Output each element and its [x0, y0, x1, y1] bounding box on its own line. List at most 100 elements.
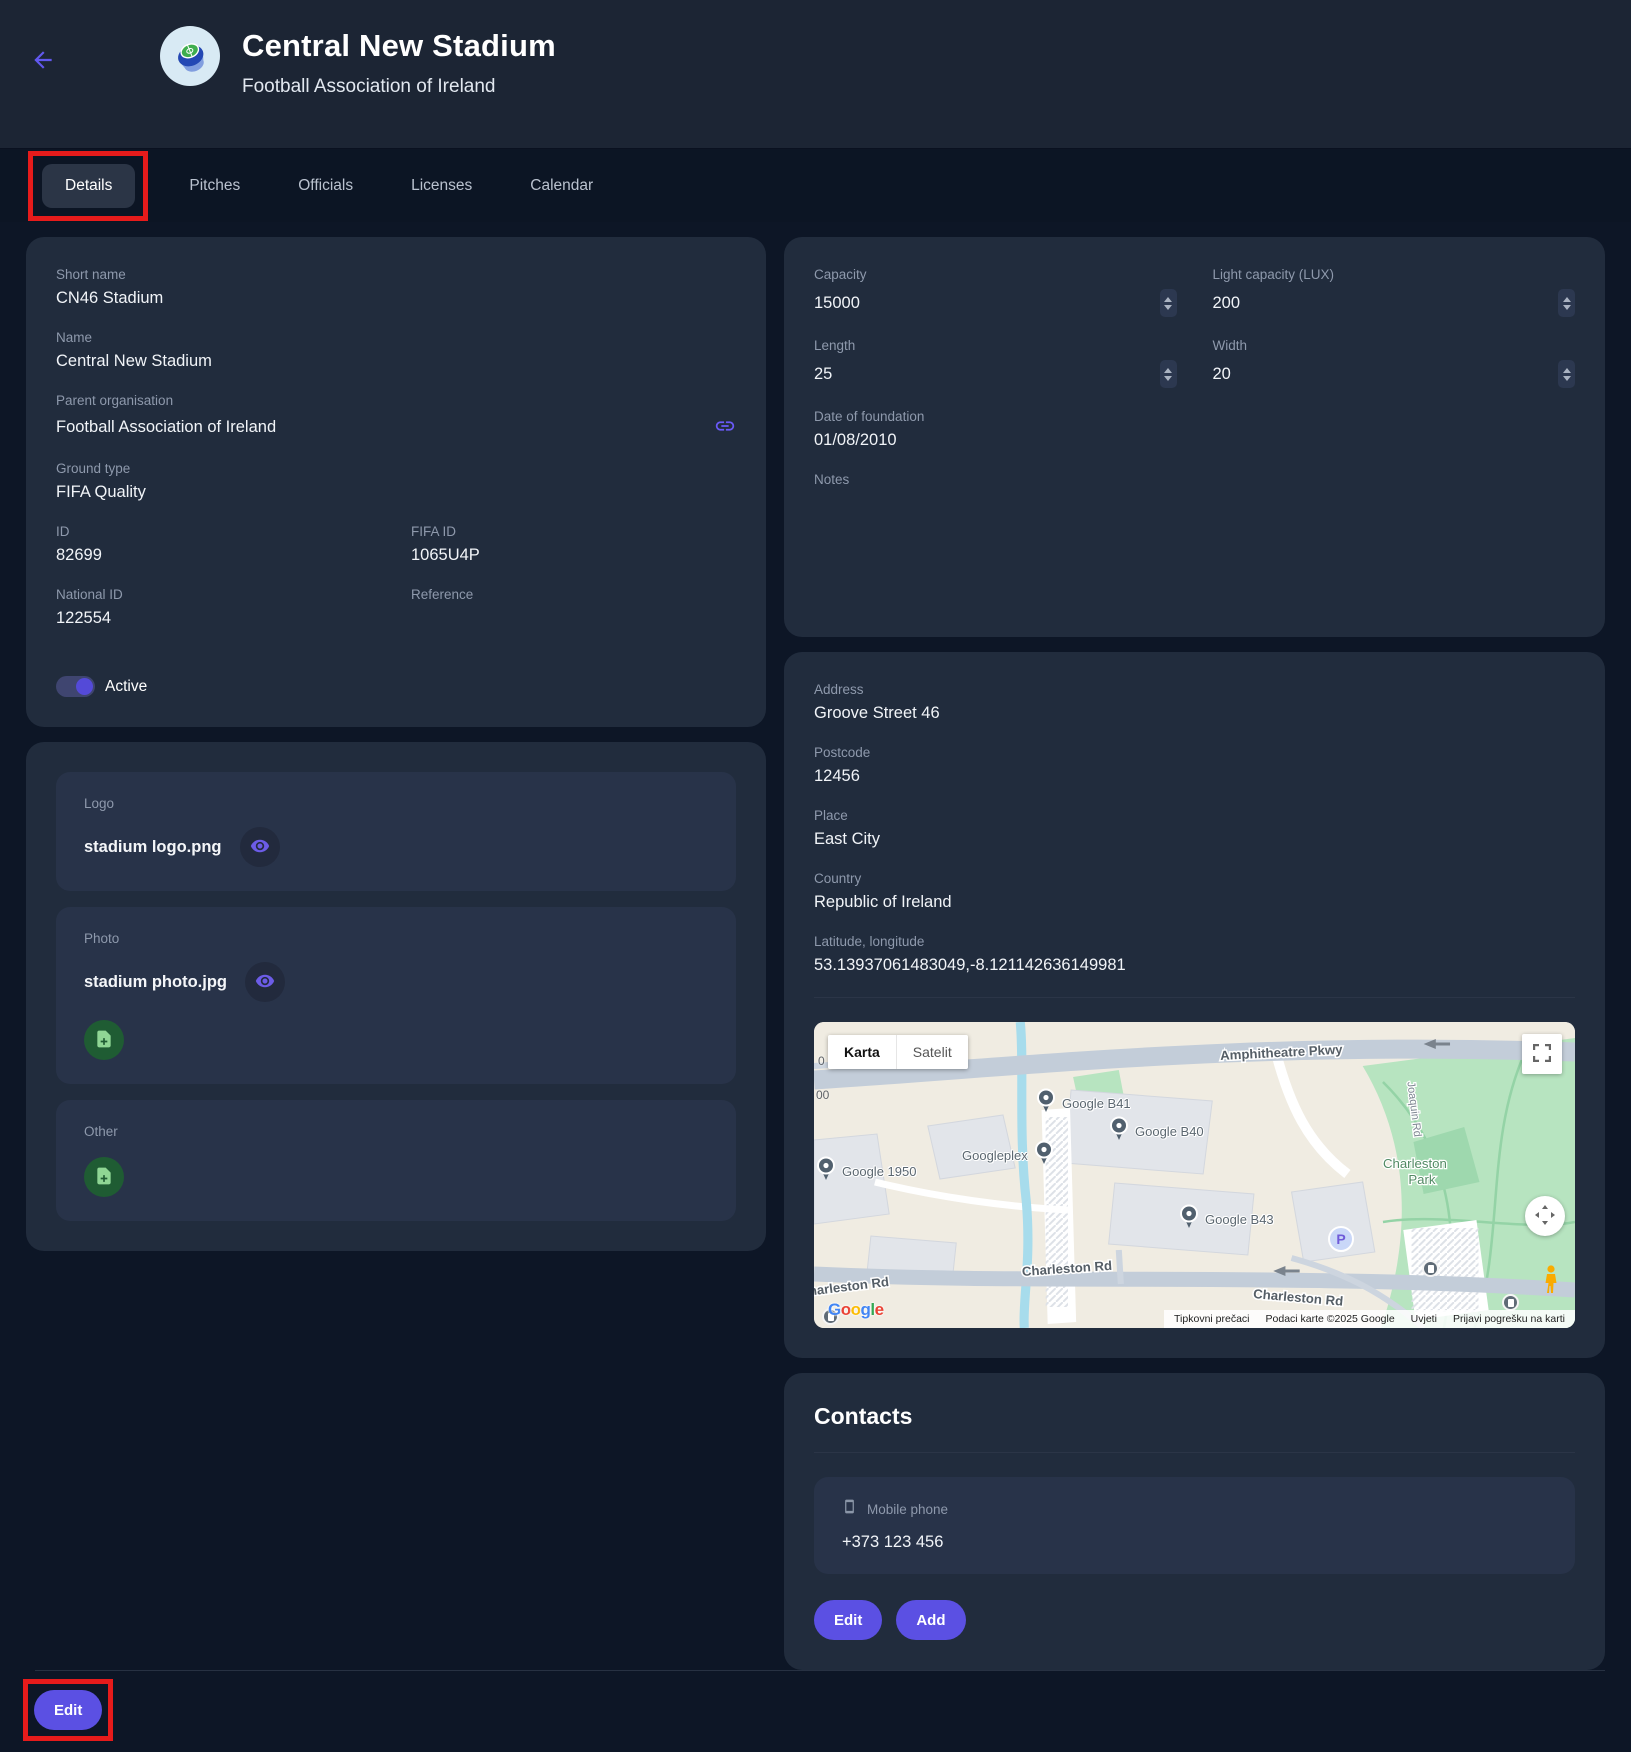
field-value: East City — [814, 830, 881, 848]
map-stray-label: 00 — [816, 1088, 830, 1102]
map-marker[interactable]: Google B43 — [1179, 1204, 1274, 1234]
keyboard-shortcuts-link[interactable]: Tipkovni prečaci — [1174, 1313, 1250, 1325]
main-content: Short name CN46 Stadium Name Central New… — [0, 222, 1631, 1670]
transit-stop-icon[interactable] — [1502, 1294, 1519, 1311]
edit-button[interactable]: Edit — [34, 1690, 103, 1730]
field-ground-type: Ground type FIFA Quality — [56, 461, 736, 503]
files-card: Logo stadium logo.png Photo stadium phot… — [26, 742, 766, 1251]
field-label: Logo — [84, 796, 115, 811]
map-marker-label: Google B41 — [1062, 1095, 1131, 1111]
field-value: CN46 Stadium — [56, 289, 164, 307]
mobile-phone-value: +373 123 456 — [842, 1533, 944, 1551]
field-value: 200 — [1212, 293, 1241, 312]
map-pin-icon — [1034, 1140, 1054, 1170]
field-label: Latitude, longitude — [814, 934, 925, 949]
map-marker-label: Google B43 — [1205, 1211, 1274, 1227]
app-header: Central New Stadium Football Association… — [0, 0, 1631, 148]
contacts-card: Contacts Mobile phone +373 123 456 Edit … — [784, 1373, 1605, 1670]
page-title: Central New Stadium — [242, 28, 556, 63]
back-button[interactable] — [26, 44, 60, 78]
field-label: Place — [814, 808, 848, 823]
tab-calendar[interactable]: Calendar — [526, 165, 597, 207]
upload-photo-button[interactable] — [84, 1020, 124, 1060]
google-logo: Google — [828, 1300, 884, 1319]
field-national-id: National ID 122554 — [56, 587, 381, 629]
pan-map-button[interactable] — [1525, 1196, 1565, 1236]
field-label: Parent organisation — [56, 393, 174, 408]
upload-other-button[interactable] — [84, 1157, 124, 1197]
report-error-link[interactable]: Prijavi pogrešku na karti — [1452, 1313, 1565, 1325]
tab-officials[interactable]: Officials — [294, 165, 357, 207]
fullscreen-icon — [1532, 1043, 1552, 1065]
google-map[interactable]: Amphitheatre Pkwy Charleston Rd Charlest… — [814, 1022, 1575, 1328]
open-parent-organisation-button[interactable] — [714, 415, 736, 440]
fullscreen-button[interactable] — [1522, 1034, 1562, 1074]
length-stepper[interactable] — [1159, 360, 1177, 388]
address-card: Address Groove Street 46 Postcode 12456 … — [784, 652, 1605, 1358]
satellite-view-button[interactable]: Satelit — [896, 1035, 968, 1069]
transit-stop-icon[interactable] — [1422, 1260, 1439, 1277]
active-toggle-label: Active — [105, 677, 148, 695]
contacts-title: Contacts — [814, 1403, 913, 1429]
tab-pitches[interactable]: Pitches — [185, 165, 244, 207]
capacity-stepper[interactable] — [1159, 289, 1177, 317]
field-value: Football Association of Ireland — [56, 418, 277, 436]
field-fifa-id: FIFA ID 1065U4P — [411, 524, 736, 566]
mobile-phone-icon — [842, 1499, 857, 1519]
field-value: 01/08/2010 — [814, 431, 897, 449]
map-marker-label: Google 1950 — [842, 1163, 917, 1179]
field-label: Address — [814, 682, 864, 697]
map-marker[interactable]: Google B40 — [1109, 1116, 1204, 1146]
tab-details[interactable]: Details — [42, 163, 136, 208]
eye-icon — [250, 836, 270, 859]
terms-link[interactable]: Uvjeti — [1410, 1313, 1437, 1325]
contacts-edit-button[interactable]: Edit — [814, 1600, 883, 1640]
map-view-button[interactable]: Karta — [828, 1035, 897, 1069]
footer-divider — [35, 1670, 1605, 1671]
park-label-line2: Park — [1408, 1172, 1436, 1187]
field-label: National ID — [56, 587, 123, 602]
parking-icon[interactable]: P — [1328, 1226, 1354, 1252]
details-card: Short name CN46 Stadium Name Central New… — [26, 237, 766, 727]
field-value: Groove Street 46 — [814, 704, 940, 722]
field-label: Ground type — [56, 461, 131, 476]
field-reference: Reference — [411, 587, 736, 629]
preview-photo-button[interactable] — [244, 962, 285, 1002]
field-label: Length — [814, 338, 856, 353]
field-value: 82699 — [56, 546, 102, 564]
preview-logo-button[interactable] — [239, 827, 280, 867]
tab-licenses[interactable]: Licenses — [407, 165, 476, 207]
dimensions-card: Capacity 15000 Light capacity (LUX) 200 — [784, 237, 1605, 637]
arrow-back-icon — [30, 47, 56, 76]
field-value: 15000 — [814, 293, 860, 312]
field-label: Photo — [84, 931, 120, 946]
transit-stop-icon[interactable] — [822, 1308, 839, 1325]
field-id: ID 82699 — [56, 524, 381, 566]
field-value: 1065U4P — [411, 546, 480, 564]
contact-item-mobile: Mobile phone +373 123 456 — [814, 1477, 1575, 1574]
light-capacity-stepper[interactable] — [1558, 289, 1575, 317]
pegman-icon[interactable] — [1543, 1265, 1559, 1300]
add-file-icon — [94, 1029, 114, 1052]
field-capacity: Capacity 15000 — [814, 267, 1177, 317]
footer-edit-wrap: Edit — [23, 1679, 114, 1741]
map-marker[interactable]: Google 1950 — [816, 1156, 916, 1186]
photo-file-panel: Photo stadium photo.jpg — [56, 907, 736, 1084]
field-label: Capacity — [814, 267, 867, 282]
active-toggle[interactable] — [56, 676, 95, 697]
field-width: Width 20 — [1213, 338, 1575, 388]
contacts-add-button[interactable]: Add — [896, 1600, 966, 1640]
map-pin-icon — [1036, 1088, 1056, 1118]
field-value: 12456 — [814, 767, 860, 785]
map-type-control: Karta Satelit — [828, 1035, 968, 1069]
page-footer: Edit — [0, 1670, 1631, 1752]
map-marker[interactable]: Google B41 — [1036, 1088, 1131, 1118]
field-label: ID — [56, 524, 70, 539]
width-stepper[interactable] — [1558, 360, 1575, 388]
field-light-capacity: Light capacity (LUX) 200 — [1212, 267, 1575, 317]
tab-details-wrap: Details — [28, 150, 149, 221]
field-value: Central New Stadium — [56, 352, 212, 370]
map-marker[interactable]: Googleplex — [962, 1140, 1054, 1170]
field-notes: Notes — [814, 472, 1575, 586]
